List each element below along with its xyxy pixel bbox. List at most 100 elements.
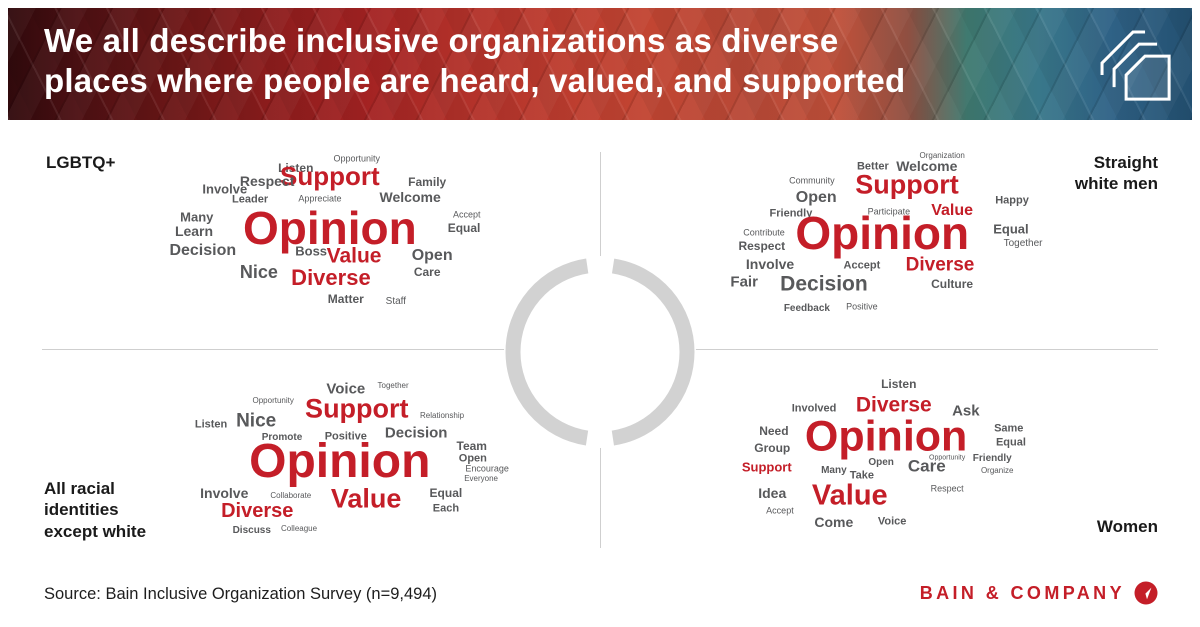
cloud-word: Care: [413, 265, 441, 280]
cloud-word: Diverse: [221, 500, 294, 523]
cloud-word: Opinion: [249, 435, 431, 488]
cloud-word: Equal: [993, 221, 1029, 237]
cloud-word: Relationship: [420, 411, 465, 420]
cloud-word: Value: [330, 483, 402, 514]
cloud-word: Positive: [846, 301, 878, 312]
cloud-word: Listen: [278, 160, 314, 175]
cloud-word: Appreciate: [298, 193, 342, 204]
cloud-word: Together: [377, 380, 409, 390]
bain-results-logo-icon: [1100, 30, 1171, 101]
title-line-1: We all describe inclusive organizations …: [44, 22, 839, 59]
cloud-word: Fair: [730, 273, 758, 291]
cloud-word: Open: [411, 246, 453, 264]
cloud-word: Involved: [791, 402, 837, 415]
cloud-word: Care: [907, 456, 946, 476]
cloud-word: Equal: [447, 221, 481, 236]
cloud-word: Accept: [766, 505, 794, 516]
cloud-word: Involve: [745, 255, 795, 272]
cloud-word: Many: [821, 465, 847, 477]
cloud-word: Same: [994, 422, 1024, 435]
cloud-word: Nice: [236, 410, 277, 432]
cloud-word: Nice: [239, 262, 278, 283]
cloud-word: Boss: [295, 243, 328, 259]
cloud-word: Feedback: [783, 303, 830, 315]
cloud-word: Positive: [324, 430, 367, 443]
cloud-word: Friendly: [769, 207, 813, 220]
cloud-word: Ask: [952, 402, 980, 420]
cloud-word: Discuss: [232, 525, 271, 537]
cloud-word: Culture: [931, 277, 974, 292]
source-note: Source: Bain Inclusive Organization Surv…: [44, 585, 438, 603]
cloud-word: Involve: [200, 484, 249, 501]
wordcloud-lgbtq: Opportunity Listen Support Respect Family Inv…: [40, 140, 590, 350]
cloud-word: Listen: [194, 418, 228, 431]
cloud-word: Value: [326, 244, 382, 268]
cloud-word: Value: [931, 201, 973, 219]
quadrant-label-women: Women: [1096, 517, 1158, 536]
cloud-word: Encourage: [465, 463, 509, 474]
cloud-word: Organization: [919, 150, 965, 160]
cloud-word: Friendly: [972, 453, 1012, 464]
cloud-word: Respect: [738, 239, 786, 254]
cloud-word: Everyone: [464, 474, 498, 483]
wordcloud-racial-identities: Voice Together Opportunity Support Relations…: [40, 350, 590, 565]
cloud-word: Support: [855, 169, 959, 200]
cloud-word: Decision: [780, 272, 868, 296]
wordcloud-women: Listen Involved Diverse Ask Same Need Opinion E…: [610, 350, 1160, 565]
banner-facet-pattern: [8, 8, 1192, 120]
cloud-word: Diverse: [855, 393, 932, 417]
cloud-word: Learn: [174, 222, 214, 239]
cloud-word: Support: [741, 459, 792, 475]
header-banner: We all describe inclusive organizations …: [8, 8, 1192, 120]
cloud-word: Equal: [429, 485, 463, 500]
cloud-word: Take: [849, 469, 875, 482]
cloud-word: Welcome: [379, 188, 441, 205]
cloud-word: Open: [868, 457, 894, 469]
cloud-word: Group: [754, 441, 791, 456]
cloud-word: Opportunity: [929, 454, 966, 462]
quadrant-label-racial-identities: All racial identities except white: [44, 479, 147, 541]
cloud-word: Happy: [995, 194, 1029, 207]
cloud-word: Value: [811, 479, 888, 512]
cloud-word: Participate: [867, 206, 911, 217]
cloud-word: Each: [432, 502, 460, 515]
cloud-word: Decision: [169, 242, 237, 260]
cloud-word: Diverse: [905, 254, 975, 276]
cloud-word: Support: [280, 160, 380, 191]
title-line-2: places where people are heard, valued, a…: [44, 62, 906, 99]
cloud-word: Family: [408, 175, 447, 189]
cloud-word: Need: [759, 424, 789, 439]
quadrant-label-straight-white-men: Straight white men: [1074, 153, 1158, 194]
cloud-word: Colleague: [281, 524, 318, 534]
cloud-word: Decision: [384, 424, 448, 442]
cloud-word: Listen: [881, 376, 917, 391]
cloud-word: Idea: [758, 484, 787, 501]
cloud-word: Open: [458, 452, 487, 465]
cloud-word: Many: [180, 209, 214, 225]
center-ring: [504, 256, 696, 448]
cloud-word: Accept: [453, 209, 481, 220]
cloud-word: Diverse: [291, 264, 371, 290]
cloud-word: Voice: [326, 380, 366, 398]
cloud-word: Leader: [232, 193, 269, 206]
cloud-word: Opportunity: [333, 153, 381, 164]
cloud-word: Opportunity: [252, 395, 294, 405]
cloud-word: Organize: [980, 466, 1014, 476]
cloud-word: Equal: [995, 436, 1026, 449]
cloud-word: Come: [814, 514, 854, 530]
cloud-word: Team: [456, 439, 487, 454]
cloud-word: Opinion: [804, 412, 968, 461]
bain-wordmark: BAIN & COMPANY: [919, 582, 1125, 603]
cloud-word: Respect: [239, 172, 295, 189]
cloud-word: Opinion: [795, 207, 970, 260]
quadrant-label-lgbtq: LGBTQ+: [46, 153, 116, 172]
cloud-word: Respect: [930, 483, 964, 494]
cloud-word: Open: [795, 188, 837, 206]
cloud-word: Promote: [261, 431, 303, 443]
cloud-word: Better: [856, 160, 889, 173]
bain-logo: BAIN & COMPANY: [920, 581, 1158, 605]
cloud-word: Accept: [843, 259, 881, 272]
cloud-word: Community: [789, 175, 835, 186]
cloud-word: Opinion: [242, 202, 417, 255]
cloud-word: Together: [1003, 237, 1043, 249]
